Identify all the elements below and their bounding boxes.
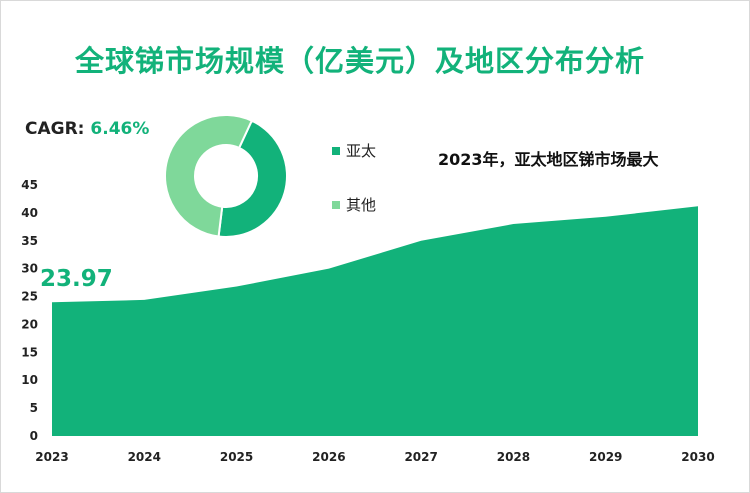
area-series-path — [52, 206, 698, 436]
x-axis: 2023 2024 2025 2026 2027 2028 2029 2030 — [35, 450, 714, 464]
legend-swatch-asia-pacific — [332, 146, 340, 155]
cagr-value: 6.46% — [90, 119, 150, 139]
y-tick-label: 20 — [21, 317, 38, 331]
x-tick-label: 2026 — [312, 450, 345, 464]
x-tick-label: 2028 — [497, 450, 530, 464]
y-tick-label: 30 — [21, 262, 38, 276]
legend-label-asia-pacific: 亚太 — [346, 142, 377, 160]
chart-title: 全球锑市场规模（亿美元）及地区分布分析 — [74, 44, 645, 78]
x-tick-label: 2027 — [404, 450, 437, 464]
data-label-2023: 23.97 — [40, 266, 113, 292]
y-tick-label: 45 — [21, 178, 38, 192]
legend-item-asia-pacific: 亚太 — [332, 140, 376, 161]
legend-label-other: 其他 — [346, 196, 377, 214]
y-tick-label: 5 — [30, 401, 38, 415]
x-tick-label: 2024 — [128, 450, 161, 464]
x-tick-label: 2025 — [220, 450, 253, 464]
annotation-text: 2023年，亚太地区锑市场最大 — [438, 150, 659, 169]
area-series — [52, 206, 698, 436]
donut-chart — [164, 114, 288, 238]
y-tick-label: 35 — [21, 234, 38, 248]
y-tick-label: 40 — [21, 206, 38, 220]
y-tick-label: 25 — [21, 290, 38, 304]
x-tick-label: 2029 — [589, 450, 622, 464]
y-tick-label: 10 — [21, 373, 38, 387]
x-tick-label: 2023 — [35, 450, 68, 464]
donut-slice-asia-pacific — [217, 119, 288, 238]
donut-slice-other — [164, 114, 254, 238]
y-tick-label: 15 — [21, 345, 38, 359]
legend-swatch-other — [332, 200, 340, 209]
y-axis: 0 5 10 15 20 25 30 35 40 45 — [21, 178, 38, 443]
cagr-text: CAGR: 6.46% — [25, 119, 149, 139]
legend-item-other: 其他 — [332, 194, 376, 215]
cagr-label: CAGR: — [25, 119, 85, 139]
y-tick-label: 0 — [30, 429, 38, 443]
x-tick-label: 2030 — [681, 450, 714, 464]
